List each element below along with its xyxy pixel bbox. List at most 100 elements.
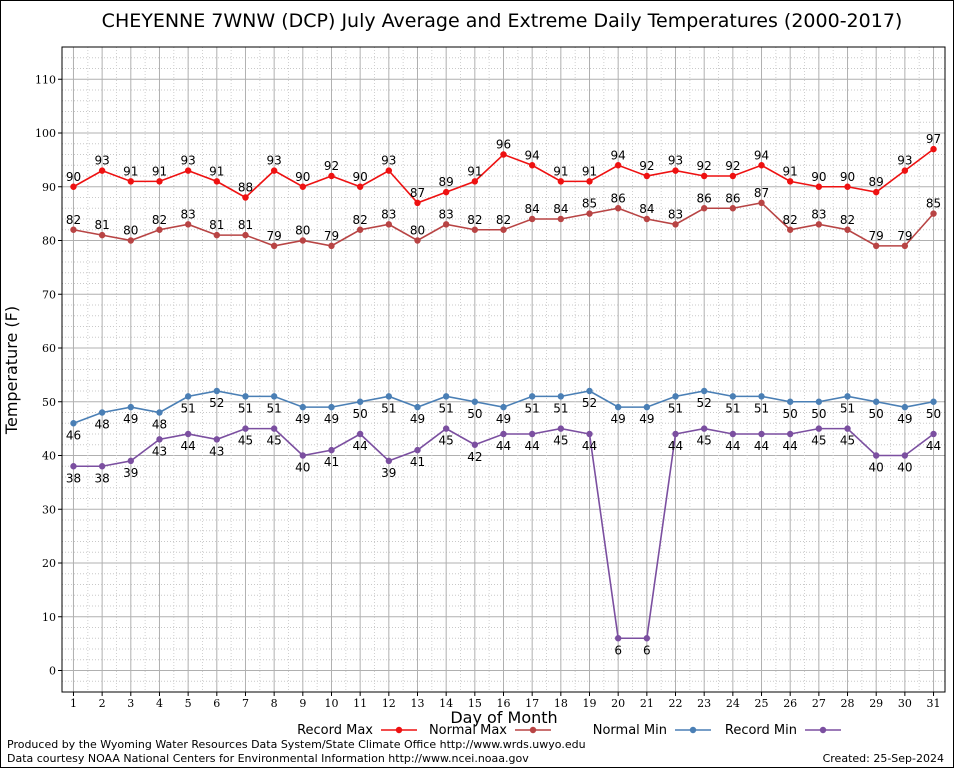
record-max-point [844, 183, 851, 190]
record-max-point [184, 167, 192, 174]
x-tick-label: 12 [382, 697, 396, 710]
record-max-data-label: 90 [66, 170, 81, 184]
normal-max-point [70, 226, 77, 233]
normal-min-data-label: 49 [324, 412, 339, 426]
record-min-point [127, 457, 135, 465]
normal-min-point [299, 403, 307, 411]
record-min-point [242, 425, 249, 432]
normal-min-point [98, 409, 106, 416]
x-tick-label: 11 [353, 697, 367, 710]
record-max-point [500, 151, 507, 158]
record-min-data-label: 40 [897, 461, 912, 475]
normal-max-point [184, 221, 192, 228]
normal-min-data-label: 51 [238, 401, 253, 415]
record-max-data-label: 89 [439, 175, 454, 189]
normal-max-point [672, 221, 679, 228]
legend-label-record-min: Record Min [725, 723, 797, 738]
record-max-data-label: 91 [152, 164, 167, 178]
record-min-point [442, 425, 450, 432]
legend-marker-normal-min [689, 726, 697, 734]
record-min-data-label: 44 [783, 439, 798, 453]
x-tick-label: 15 [468, 697, 482, 710]
normal-max-point [844, 226, 851, 233]
x-tick-label: 31 [927, 697, 941, 710]
normal-max-data-label: 82 [152, 213, 167, 227]
normal-max-data-label: 85 [926, 197, 941, 211]
normal-max-data-label: 82 [66, 213, 81, 227]
record-max-point [700, 172, 708, 180]
normal-min-point [786, 398, 794, 405]
normal-max-data-label: 82 [353, 213, 368, 227]
legend-label-normal-min: Normal Min [593, 723, 667, 738]
record-max-point [356, 183, 364, 190]
record-max-data-label: 93 [94, 154, 109, 168]
record-max-point [930, 145, 937, 153]
record-min-data-label: 44 [496, 439, 511, 453]
record-min-data-label: 45 [697, 434, 712, 448]
normal-min-point [930, 398, 937, 405]
normal-max-data-label: 80 [410, 224, 425, 238]
record-min-point [213, 436, 221, 443]
x-tick-label: 28 [841, 697, 855, 710]
normal-min-point [586, 387, 593, 395]
normal-min-point [758, 393, 765, 400]
normal-min-point [872, 398, 880, 405]
record-min-point [299, 452, 307, 459]
normal-min-data-label: 50 [811, 407, 826, 421]
normal-max-data-label: 86 [611, 191, 626, 205]
normal-max-data-label: 85 [582, 197, 597, 211]
normal-min-data-label: 51 [840, 401, 855, 415]
y-tick-label: 60 [42, 342, 56, 355]
record-min-data-label: 44 [353, 439, 368, 453]
legend-marker-record-max [395, 726, 403, 734]
normal-max-point [786, 226, 794, 233]
footer-produced-by: Produced by the Wyoming Water Resources … [7, 738, 586, 751]
normal-min-point [500, 403, 507, 411]
record-max-data-label: 93 [897, 154, 912, 168]
normal-max-data-label: 82 [783, 213, 798, 227]
record-max-data-label: 92 [639, 159, 654, 173]
record-min-point [700, 425, 708, 432]
record-max-point [385, 167, 393, 174]
record-min-point [815, 425, 823, 432]
x-tick-label: 10 [324, 697, 338, 710]
normal-min-data-label: 49 [123, 412, 138, 426]
normal-max-data-label: 86 [697, 191, 712, 205]
x-tick-label: 1 [70, 697, 77, 710]
normal-min-data-label: 51 [525, 401, 540, 415]
record-min-point [328, 446, 335, 454]
record-max-point [786, 178, 794, 185]
normal-min-data-label: 50 [869, 407, 884, 421]
legend-marker-record-min [819, 726, 827, 734]
record-max-point [901, 167, 909, 174]
normal-min-data-label: 48 [152, 418, 167, 432]
normal-min-data-label: 51 [381, 401, 396, 415]
record-min-point [672, 430, 679, 438]
normal-min-point [356, 398, 364, 405]
record-min-data-label: 40 [869, 461, 884, 475]
normal-max-point [299, 237, 307, 244]
normal-max-data-label: 79 [267, 229, 282, 243]
normal-max-data-label: 83 [181, 207, 196, 221]
record-min-data-label: 44 [181, 439, 196, 453]
record-max-point [614, 162, 622, 169]
x-tick-label: 13 [410, 697, 424, 710]
record-min-data-label: 41 [410, 455, 425, 469]
normal-min-data-label: 50 [783, 407, 798, 421]
record-min-data-label: 45 [840, 434, 855, 448]
normal-max-data-label: 84 [553, 202, 568, 216]
normal-max-point [156, 226, 163, 233]
record-max-point [729, 172, 737, 180]
record-min-data-label: 6 [643, 643, 651, 657]
x-tick-label: 5 [185, 697, 192, 710]
record-max-data-label: 93 [181, 154, 196, 168]
normal-min-point [184, 393, 192, 400]
normal-min-data-label: 51 [439, 401, 454, 415]
record-max-data-label: 96 [496, 138, 511, 152]
record-min-data-label: 38 [66, 471, 81, 485]
x-tick-label: 30 [898, 697, 912, 710]
y-tick-label: 20 [42, 557, 56, 570]
normal-min-data-label: 49 [611, 412, 626, 426]
